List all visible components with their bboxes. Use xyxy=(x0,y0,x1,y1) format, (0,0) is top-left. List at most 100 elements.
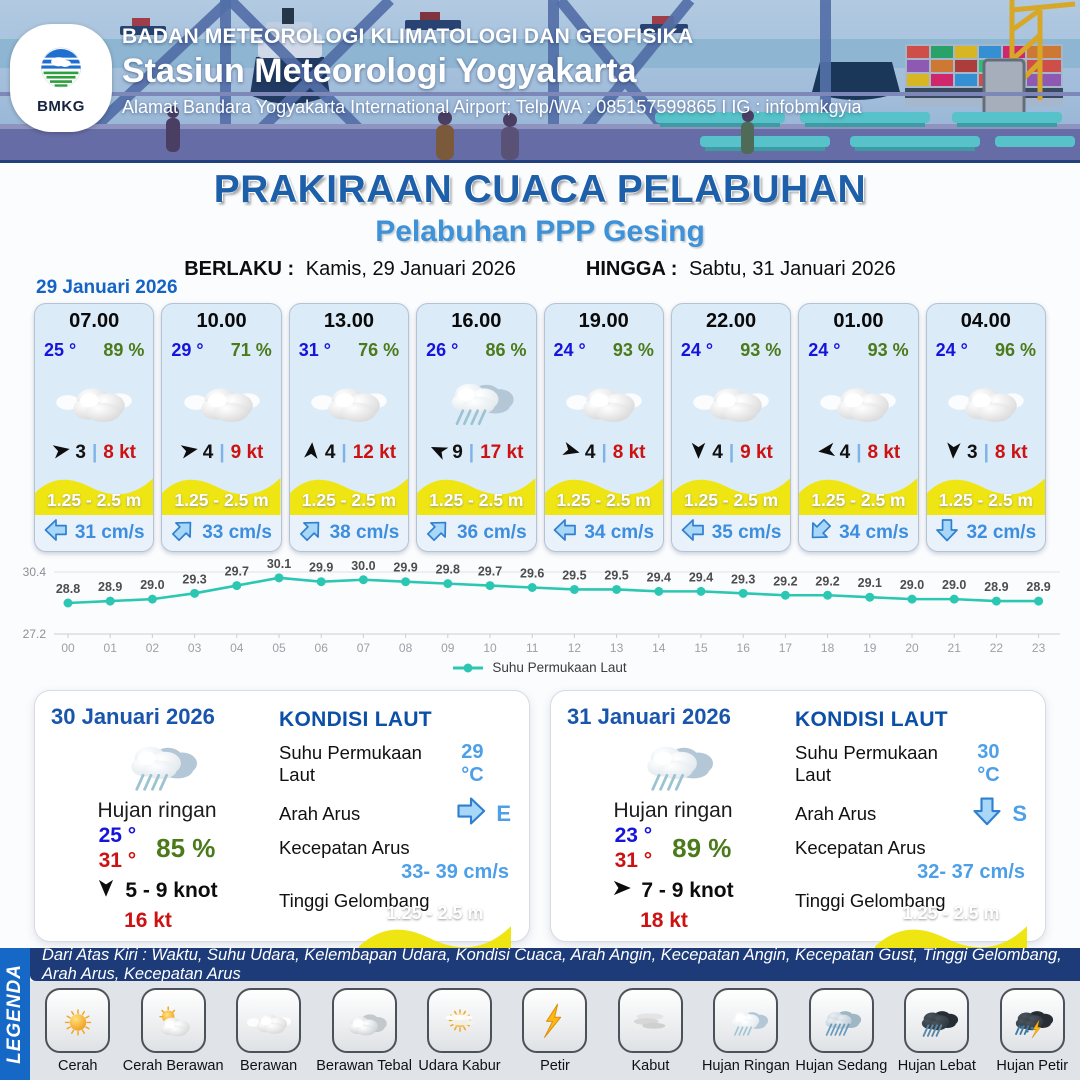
sea-wave-label: Tinggi Gelombang xyxy=(795,890,946,911)
legend-item-label: Hujan Ringan xyxy=(701,1058,790,1074)
wind-gust-separator: | xyxy=(468,442,475,463)
weather-icon-hujan-ringan xyxy=(627,730,719,798)
wind-gust: 8 kt xyxy=(994,442,1028,463)
card-time: 16.00 xyxy=(451,310,502,332)
wind-direction-icon xyxy=(817,441,836,466)
svg-text:03: 03 xyxy=(188,641,202,655)
legend-item: Cerah Berawan xyxy=(123,988,224,1074)
current-direction-icon xyxy=(426,518,450,548)
forecast-card: 10.00 29 ° 71 % 4 | 9 kt 1.25 - 2.5 m 33… xyxy=(161,303,282,552)
svg-text:28.9: 28.9 xyxy=(984,580,1008,594)
day-temp-min: 23 ° xyxy=(614,824,653,847)
legend-item-label: Hujan Lebat xyxy=(897,1058,976,1074)
day-weather-label: Hujan ringan xyxy=(97,799,217,822)
current-speed: 35 cm/s xyxy=(711,522,782,543)
day-wind-range: 7 - 9 knot xyxy=(641,879,734,902)
wind-direction-icon xyxy=(52,441,71,466)
wave-height: 1.25 - 2.5 m xyxy=(683,490,779,510)
humidity: 71 % xyxy=(230,339,272,360)
wind-direction-icon xyxy=(562,441,581,466)
svg-text:02: 02 xyxy=(146,641,160,655)
legend-item-label: Hujan Sedang xyxy=(795,1058,888,1074)
card-time: 01.00 xyxy=(833,310,884,332)
svg-text:28.9: 28.9 xyxy=(1026,580,1050,594)
temperature: 31 ° xyxy=(298,339,331,360)
svg-text:08: 08 xyxy=(399,641,413,655)
station-name: Stasiun Meteorologi Yogyakarta xyxy=(122,52,637,90)
temperature: 26 ° xyxy=(426,339,459,360)
wind-direction-icon xyxy=(302,441,321,466)
legend-description: Dari Atas Kiri : Waktu, Suhu Udara, Kele… xyxy=(30,946,1080,983)
temperature: 24 ° xyxy=(553,339,586,360)
svg-text:29.3: 29.3 xyxy=(182,572,206,586)
wind-speed: 4 xyxy=(712,442,723,463)
legend-item-icon-udara-kabur xyxy=(427,988,493,1053)
wind-gust: 8 kt xyxy=(612,442,646,463)
svg-text:28.9: 28.9 xyxy=(98,580,122,594)
svg-text:22: 22 xyxy=(990,641,1004,655)
svg-text:30.4: 30.4 xyxy=(23,565,47,579)
chart-legend-marker-icon xyxy=(453,663,484,672)
current-speed: 36 cm/s xyxy=(456,522,527,543)
legend-item-label: Cerah xyxy=(57,1058,98,1074)
svg-text:29.0: 29.0 xyxy=(140,578,164,592)
valid-to-value: Sabtu, 31 Januari 2026 xyxy=(688,258,896,280)
legend-item-icon-hujan-petir xyxy=(999,988,1065,1053)
wave-height-badge: 1.25 - 2.5 m xyxy=(799,469,918,515)
day-cards: 30 Januari 2026 Hujan ringan 25 ° 31 ° 8… xyxy=(34,690,1046,977)
sea-wave-value: 1.25 - 2.5 m xyxy=(902,903,1000,923)
humidity: 89 % xyxy=(103,339,145,360)
wave-height: 1.25 - 2.5 m xyxy=(47,490,142,510)
temperature: 25 ° xyxy=(44,339,77,360)
address-line: Alamat Bandara Yogyakarta International … xyxy=(122,97,862,117)
svg-text:06: 06 xyxy=(315,641,329,655)
wind-direction-icon xyxy=(689,441,708,466)
legend-item-label: Petir xyxy=(540,1058,570,1074)
wind-gust-separator: | xyxy=(601,442,607,463)
weather-icon-berawan xyxy=(290,363,408,437)
svg-text:15: 15 xyxy=(694,641,708,655)
wind-speed: 9 xyxy=(452,442,463,463)
valid-to: HINGGA : Sabtu, 31 Januari 2026 xyxy=(586,258,896,281)
svg-text:29.8: 29.8 xyxy=(436,563,460,577)
forecast-card: 04.00 24 ° 96 % 3 | 8 kt 1.25 - 2.5 m 32… xyxy=(925,303,1046,552)
day-temp-min: 25 ° xyxy=(98,824,137,847)
legend-item-icon-hujan-sedang xyxy=(808,988,874,1053)
legend-bar: LEGENDA xyxy=(0,948,30,1080)
legend-item-label: Udara Kabur xyxy=(418,1058,501,1074)
svg-text:29.0: 29.0 xyxy=(942,578,966,592)
day-card: 30 Januari 2026 Hujan ringan 25 ° 31 ° 8… xyxy=(34,690,530,977)
current-speed: 31 cm/s xyxy=(74,522,145,543)
sea-wave-value: 1.25 - 2.5 m xyxy=(386,903,484,923)
svg-text:29.0: 29.0 xyxy=(900,578,924,592)
current-speed: 34 cm/s xyxy=(584,522,655,543)
legend-item: Hujan Ringan xyxy=(699,988,793,1074)
card-time: 13.00 xyxy=(323,310,374,332)
svg-text:29.7: 29.7 xyxy=(478,565,502,579)
sea-current-direction-label: Arah Arus xyxy=(795,802,877,824)
svg-text:14: 14 xyxy=(652,641,666,655)
wave-height-badge: 1.25 - 2.5 m xyxy=(671,469,791,515)
current-speed: 32 cm/s xyxy=(966,522,1037,543)
legend-title: LEGENDA xyxy=(4,964,25,1064)
current-row: 34 cm/s xyxy=(544,515,663,551)
legend-items: Cerah Cerah Berawan Berawan Berawan Teba… xyxy=(30,981,1080,1080)
card-time: 19.00 xyxy=(578,310,629,332)
wind-gust: 8 kt xyxy=(103,442,137,463)
wind-gust-separator: | xyxy=(91,442,98,463)
weather-icon-berawan xyxy=(799,363,917,437)
svg-text:20: 20 xyxy=(905,641,919,655)
legend-item-icon-hujan-lebat xyxy=(904,988,970,1053)
wind-speed: 4 xyxy=(324,442,336,463)
wind-speed: 3 xyxy=(966,442,978,463)
chart-legend: Suhu Permukaan Laut xyxy=(0,660,1080,675)
wind-speed: 4 xyxy=(202,442,214,463)
legend-item-label: Hujan Petir xyxy=(996,1058,1069,1074)
sea-current-direction-value: S xyxy=(1012,800,1027,826)
bmkg-logo: BMKG xyxy=(10,24,112,132)
current-row: 36 cm/s xyxy=(417,515,536,551)
current-speed: 33 cm/s xyxy=(202,522,272,543)
wind-speed: 4 xyxy=(839,442,851,463)
sea-sst-value: 29 °C xyxy=(461,741,484,786)
wind-gust: 9 kt xyxy=(230,442,264,463)
